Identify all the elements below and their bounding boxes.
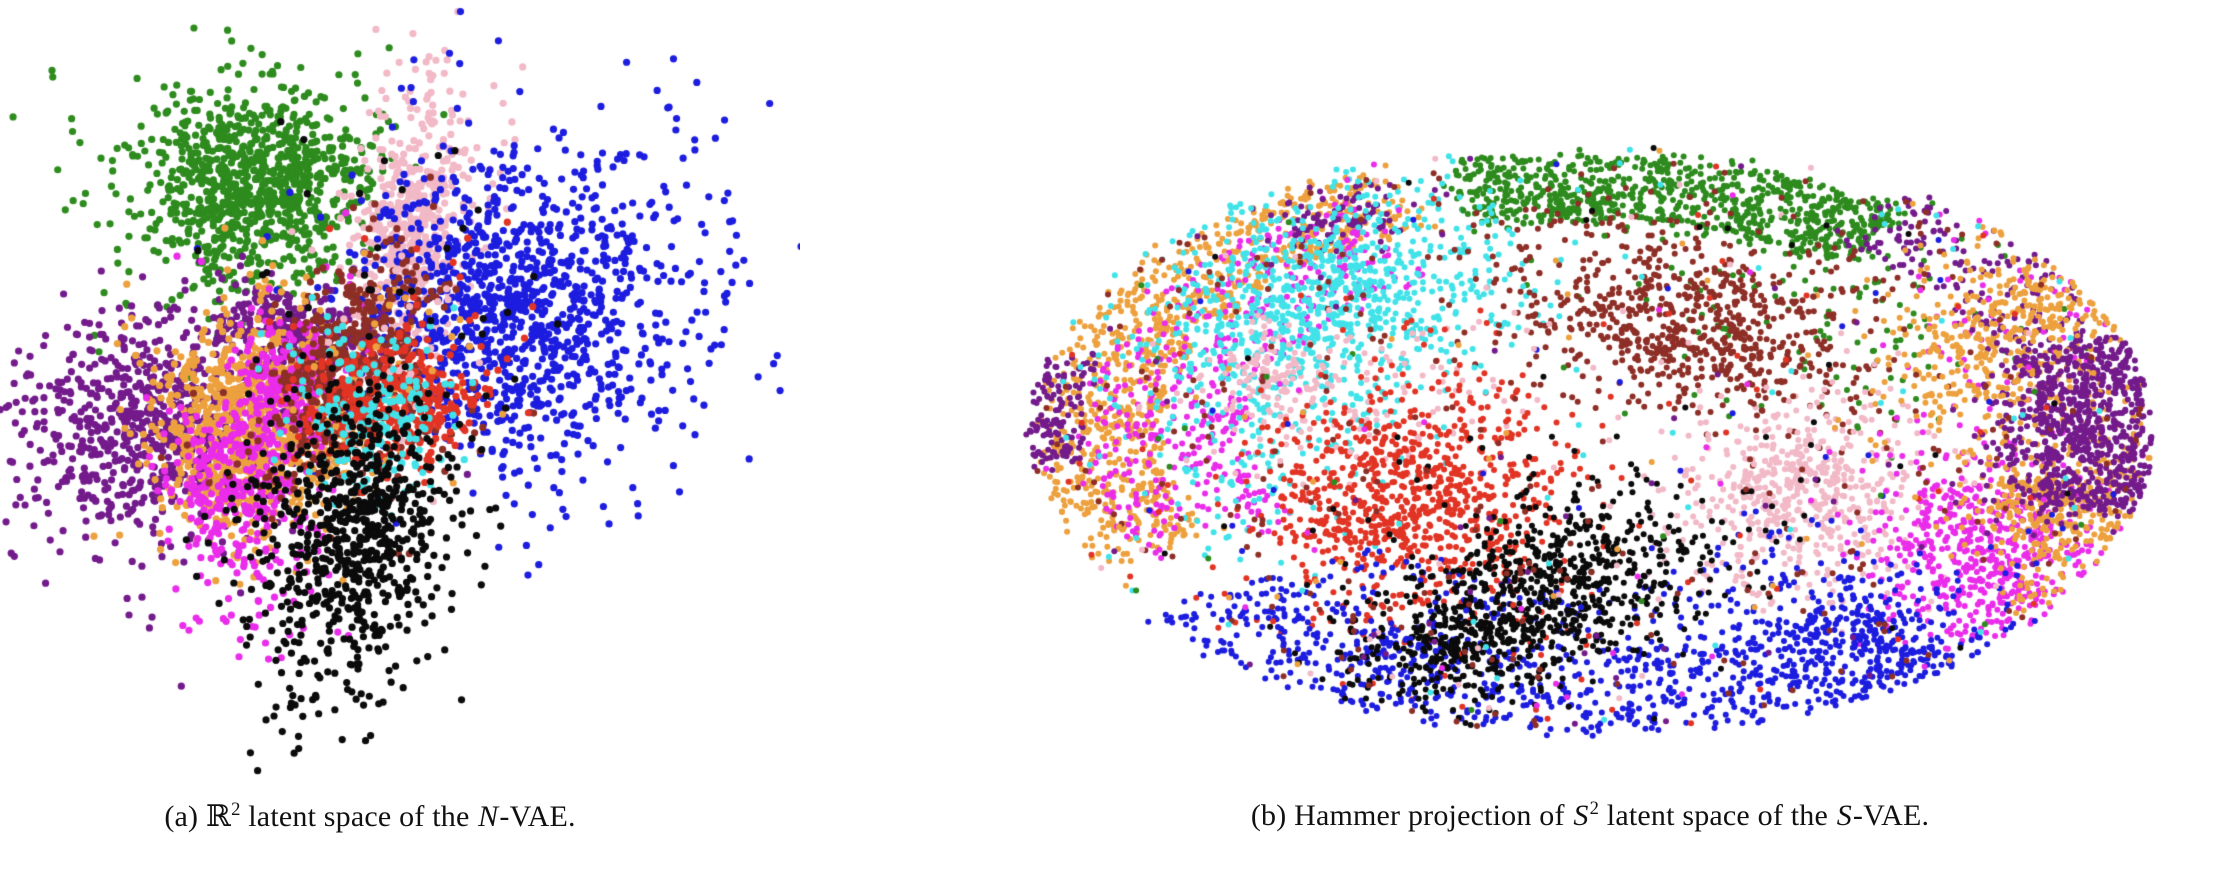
caption-b: (b) Hammer projection of S2 latent space…: [980, 799, 2200, 833]
scatter-canvas-a: [0, 0, 800, 800]
panel-b: (b) Hammer projection of S2 latent space…: [980, 0, 2228, 884]
double-struck-r-symbol: ℝ: [205, 799, 232, 834]
caption-b-suffix: -VAE.: [1852, 799, 1930, 832]
panel-a: (a) ℝ2 latent space of the N-VAE.: [0, 0, 800, 884]
caption-a: (a) ℝ2 latent space of the N-VAE.: [0, 799, 740, 834]
script-s-symbol: S: [1836, 799, 1852, 832]
caption-a-suffix: -VAE.: [499, 800, 576, 833]
scatter-canvas-b: [980, 0, 2228, 800]
superscript: 2: [1589, 798, 1600, 819]
script-s-symbol: S: [1573, 799, 1589, 832]
script-n-symbol: N: [478, 800, 499, 833]
caption-a-middle: latent space of the: [240, 800, 478, 833]
caption-a-prefix: (a): [164, 800, 206, 833]
caption-b-middle: latent space of the: [1599, 799, 1836, 832]
superscript: 2: [231, 799, 241, 820]
caption-b-prefix: (b) Hammer projection of: [1250, 799, 1573, 832]
